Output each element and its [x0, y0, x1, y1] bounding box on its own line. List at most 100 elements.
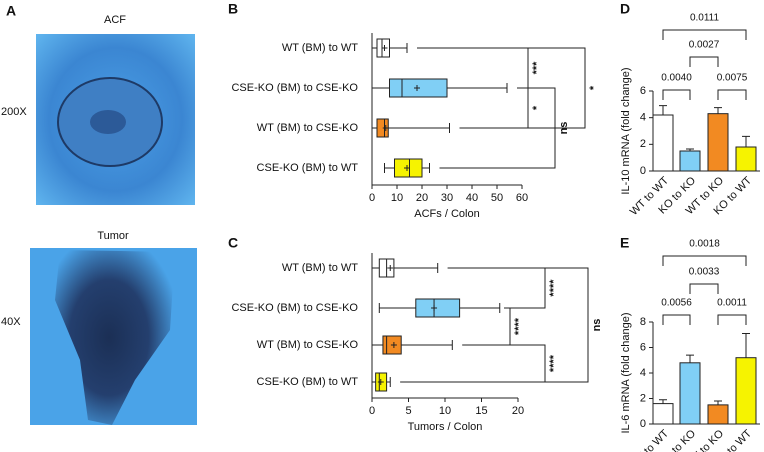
x-tick-label: 50	[491, 192, 503, 204]
p-value: 0.0011	[717, 298, 747, 309]
error-bar	[659, 399, 667, 404]
error-bar	[714, 400, 722, 405]
p-value: 0.0027	[689, 40, 720, 51]
category-label: WT (BM) to CSE-KO	[257, 122, 359, 134]
bar	[707, 113, 729, 172]
category-label: CSE-KO (BM) to CSE-KO	[231, 82, 358, 94]
x-axis-label: ACFs / Colon	[414, 208, 479, 220]
mean	[377, 379, 384, 385]
error-bar	[659, 105, 667, 115]
mean	[414, 85, 420, 91]
p-value: 0.0033	[689, 267, 720, 278]
significance: ***	[531, 61, 543, 75]
mean	[431, 305, 438, 311]
category-label: CSE-KO (BM) to WT	[257, 162, 359, 174]
bar	[735, 357, 757, 425]
bar	[707, 404, 729, 425]
significance: *	[531, 105, 543, 110]
magnification: 40X	[1, 316, 21, 328]
bracket	[689, 56, 719, 67]
p-value: 0.0056	[661, 298, 692, 309]
x-tick-label: 20	[512, 405, 524, 417]
bracket	[462, 307, 511, 346]
mean	[404, 165, 410, 171]
x-tick-label: 5	[405, 405, 411, 417]
error-bar	[686, 148, 694, 151]
y-axis-label: IL-6 mRNA (fold change)	[620, 312, 632, 433]
mean	[381, 45, 388, 51]
significance: *	[588, 85, 600, 90]
p-value: 0.0018	[689, 239, 720, 250]
bracket	[459, 87, 529, 129]
error-bar	[742, 135, 750, 147]
box	[415, 298, 461, 318]
bar	[652, 403, 674, 425]
panel-letter: D	[620, 1, 630, 17]
category-label: CSE-KO (BM) to WT	[257, 376, 359, 388]
mean	[390, 342, 397, 348]
x-tick-label: 0	[369, 405, 375, 417]
y-tick-label: 8	[640, 316, 646, 328]
bracket	[717, 89, 747, 100]
mean	[382, 125, 389, 131]
panel-letter: E	[620, 235, 629, 251]
category-label: WT (BM) to WT	[282, 262, 358, 274]
image-title: Tumor	[97, 230, 129, 242]
error-bar	[686, 354, 694, 363]
p-value: 0.0040	[661, 73, 692, 84]
bracket	[417, 47, 586, 129]
category-label: CSE-KO (BM) to CSE-KO	[231, 302, 358, 314]
x-tick-label: 60	[516, 192, 528, 204]
y-tick-label: 0	[640, 165, 646, 177]
category-label: WT (BM) to CSE-KO	[257, 339, 359, 351]
acf-lumen	[90, 110, 126, 134]
error-bar	[742, 332, 750, 358]
x-tick-label: 40	[466, 192, 478, 204]
category-label: WT (BM) to WT	[282, 42, 358, 54]
bar	[679, 150, 701, 172]
panel-letter: C	[228, 235, 238, 251]
bracket	[662, 29, 747, 40]
bracket	[662, 255, 747, 266]
bracket	[447, 267, 546, 309]
significance: ****	[548, 279, 560, 297]
panel-letter: B	[228, 1, 238, 17]
bar	[679, 362, 701, 425]
bracket	[400, 267, 589, 383]
x-tick-label: 30	[441, 192, 453, 204]
bracket	[400, 344, 546, 383]
significance: ns	[591, 319, 603, 332]
bracket	[689, 283, 719, 294]
x-tick-label: 0	[369, 192, 375, 204]
y-tick-label: 4	[640, 112, 646, 124]
bracket	[662, 89, 691, 100]
significance: ****	[513, 317, 525, 335]
bracket	[717, 314, 747, 325]
image-title: ACF	[104, 14, 126, 26]
error-bar	[714, 107, 722, 114]
y-axis-label: IL-10 mRNA (fold change)	[620, 67, 632, 194]
bar	[735, 146, 757, 172]
y-tick-label: 0	[640, 418, 646, 430]
category-label: WT to WT	[628, 427, 672, 452]
panel-letter: A	[6, 3, 16, 19]
significance: ****	[548, 354, 560, 372]
bar	[652, 114, 674, 172]
p-value: 0.0111	[690, 13, 720, 24]
tumor-mass	[55, 250, 175, 425]
x-tick-label: 15	[475, 405, 487, 417]
y-tick-label: 6	[640, 85, 646, 97]
x-tick-label: 10	[391, 192, 403, 204]
x-axis-label: Tumors / Colon	[408, 421, 483, 433]
bracket	[662, 314, 691, 325]
p-value: 0.0075	[717, 73, 748, 84]
y-tick-label: 6	[640, 341, 646, 353]
x-tick-label: 20	[416, 192, 428, 204]
magnification: 200X	[1, 106, 27, 118]
mean	[387, 265, 394, 271]
y-tick-label: 2	[640, 138, 646, 150]
y-tick-label: 4	[640, 367, 646, 379]
x-tick-label: 10	[439, 405, 451, 417]
y-tick-label: 2	[640, 392, 646, 404]
